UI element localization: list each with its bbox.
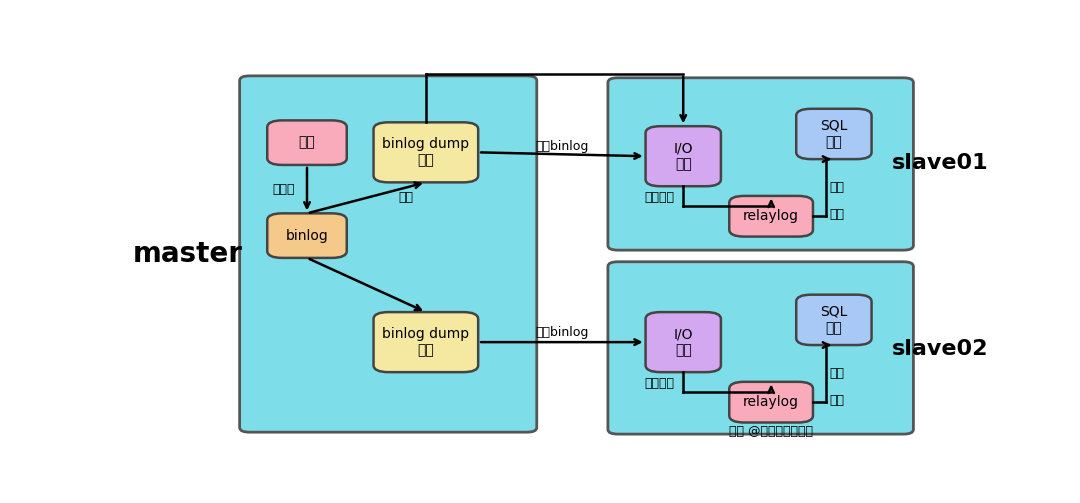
Text: 发送binlog: 发送binlog	[536, 140, 589, 153]
Text: 写入本地: 写入本地	[645, 377, 675, 390]
FancyBboxPatch shape	[608, 78, 914, 250]
Text: slave01: slave01	[892, 153, 988, 173]
Text: SQL
线程: SQL 线程	[820, 305, 848, 335]
FancyBboxPatch shape	[608, 262, 914, 434]
Text: 数据: 数据	[299, 136, 315, 150]
Text: relaylog: relaylog	[743, 395, 799, 409]
FancyBboxPatch shape	[646, 312, 721, 372]
FancyBboxPatch shape	[374, 312, 478, 372]
Text: slave02: slave02	[892, 339, 988, 359]
FancyBboxPatch shape	[240, 76, 537, 432]
Text: 头条 @石杉的架构笔记: 头条 @石杉的架构笔记	[729, 425, 813, 438]
Text: binlog dump
线程: binlog dump 线程	[382, 137, 470, 167]
Text: 读取: 读取	[399, 191, 414, 204]
FancyBboxPatch shape	[729, 382, 813, 423]
Text: I/O
线程: I/O 线程	[674, 141, 693, 172]
Text: 读取: 读取	[829, 181, 845, 194]
Text: 重放: 重放	[829, 394, 845, 407]
Text: 增删改: 增删改	[272, 183, 295, 196]
Text: SQL
线程: SQL 线程	[820, 119, 848, 149]
FancyBboxPatch shape	[796, 109, 872, 159]
Text: 读取: 读取	[829, 367, 845, 380]
FancyBboxPatch shape	[267, 213, 347, 258]
Text: I/O
线程: I/O 线程	[674, 327, 693, 357]
Text: binlog: binlog	[285, 229, 328, 242]
FancyBboxPatch shape	[729, 196, 813, 236]
Text: 写入本地: 写入本地	[645, 191, 675, 204]
Text: 发送binlog: 发送binlog	[536, 326, 589, 339]
FancyBboxPatch shape	[374, 122, 478, 183]
FancyBboxPatch shape	[646, 126, 721, 186]
Text: 重放: 重放	[829, 208, 845, 221]
Text: master: master	[133, 240, 243, 268]
Text: relaylog: relaylog	[743, 209, 799, 223]
FancyBboxPatch shape	[796, 295, 872, 345]
FancyBboxPatch shape	[267, 120, 347, 165]
Text: binlog dump
线程: binlog dump 线程	[382, 327, 470, 357]
